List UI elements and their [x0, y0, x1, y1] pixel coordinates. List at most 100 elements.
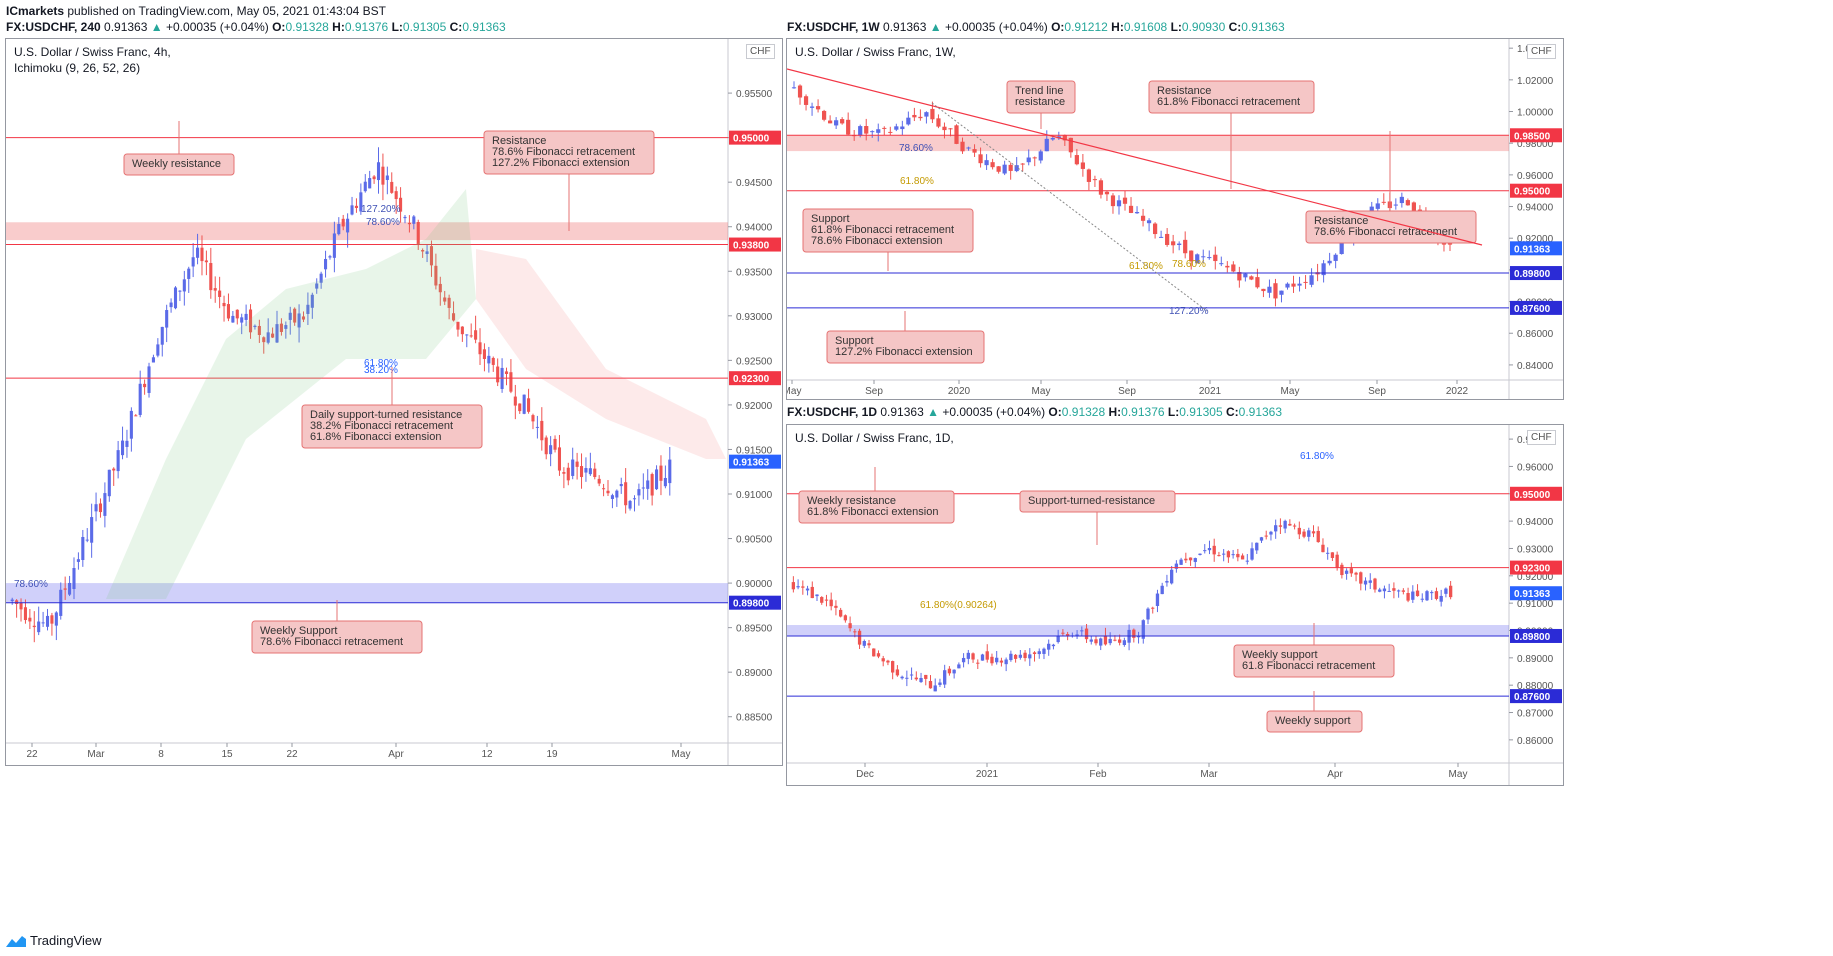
chart-svg-4h[interactable]: 0.95500 0.95000 0.94500 0.94000 0.93500 0.930…: [6, 39, 782, 765]
candle-body: [655, 469, 659, 490]
y-tick-label: 0.92500: [736, 356, 773, 367]
candle-body: [1333, 254, 1338, 261]
candle-body: [996, 166, 1001, 172]
fib-label: 38.20%: [364, 365, 398, 376]
candle-body: [399, 197, 403, 212]
fib-label: 61.80%: [364, 358, 398, 369]
y-tick-label: 0.96000: [1517, 462, 1554, 473]
candle-body: [1411, 591, 1415, 600]
candle-body: [1146, 608, 1150, 620]
candle-body: [1225, 265, 1230, 268]
candle-body: [182, 279, 186, 292]
d1-low: 0.91305: [1179, 405, 1223, 419]
candle-body: [1434, 591, 1439, 599]
candle-body: [995, 657, 999, 663]
candle-body: [846, 119, 851, 135]
candle-body: [1117, 639, 1122, 643]
candle-body: [1309, 275, 1314, 285]
candle-body: [54, 612, 58, 626]
candle-body: [952, 669, 956, 674]
candle-body: [891, 661, 895, 673]
annotation-text: Daily support-turned resistance: [310, 409, 462, 421]
candle-body: [173, 287, 178, 309]
candle-body: [978, 154, 983, 164]
candle-body: [918, 116, 923, 119]
candle-body: [429, 246, 434, 266]
annotation-box: [301, 404, 483, 449]
tradingview-footer[interactable]: TradingView: [6, 933, 102, 948]
candle-body: [1140, 215, 1146, 221]
candle-body: [628, 500, 632, 509]
chart-svg-1w[interactable]: 1.040001.020001.000000.980000.960000.940…: [787, 39, 1563, 399]
candle-body: [1056, 635, 1060, 643]
candle-body: [650, 474, 654, 496]
annotation-text: Resistance: [492, 135, 546, 147]
candle-body: [888, 131, 893, 133]
candle-body: [809, 106, 815, 108]
candle-body: [544, 437, 548, 455]
candle-body: [438, 283, 442, 293]
candle-body: [954, 125, 959, 144]
candle-body: [864, 126, 869, 134]
annotation-text: 127.2% Fibonacci extension: [835, 346, 973, 358]
candle-body: [886, 660, 890, 663]
candle-body: [1050, 138, 1055, 140]
candle-body: [275, 324, 279, 343]
candle-body: [279, 323, 283, 332]
x-tick-label: 2021: [976, 769, 999, 780]
level-tag: [729, 595, 781, 610]
candle-body: [204, 260, 208, 263]
candle-body: [1020, 163, 1025, 165]
candle-body: [1141, 620, 1145, 639]
y-tick-label: 0.93000: [1517, 544, 1554, 555]
candle-body: [980, 654, 985, 661]
chart-panel-1w[interactable]: 1.040001.020001.000000.980000.960000.940…: [786, 38, 1564, 400]
candle-body: [984, 160, 989, 166]
candle-body: [791, 87, 797, 89]
x-tick-label: May: [787, 386, 801, 397]
candle-body: [1411, 202, 1416, 212]
candle-body: [938, 682, 942, 685]
chart-svg-1d[interactable]: 0.970000.960000.950000.940000.930000.920…: [787, 425, 1563, 785]
candle-body: [235, 309, 239, 319]
annotation-text: Weekly resistance: [132, 158, 221, 170]
candle-body: [840, 119, 845, 124]
candle-body: [1274, 525, 1278, 532]
candle-body: [936, 118, 941, 127]
candle-body: [451, 313, 456, 321]
chart-panel-4h[interactable]: 0.95500 0.95000 0.94500 0.94000 0.93500 0.930…: [5, 38, 783, 766]
candle-body: [1061, 632, 1065, 634]
indicator-label-ichimoku[interactable]: Ichimoku (9, 26, 52, 26): [14, 61, 141, 75]
y-tick-label: 0.91000: [1517, 599, 1554, 610]
candle-body: [905, 677, 909, 679]
candle-body: [1132, 629, 1136, 638]
candle-body: [491, 357, 495, 365]
publish-author[interactable]: ICmarkets: [6, 4, 65, 18]
chart-panel-1d[interactable]: 0.970000.960000.950000.940000.930000.920…: [786, 424, 1564, 786]
y-tick-label: 0.93000: [736, 312, 773, 323]
candle-body: [1108, 638, 1112, 644]
candle-body: [853, 631, 857, 633]
candle-body: [465, 334, 469, 336]
sr-zone: [6, 583, 728, 603]
candle-body: [796, 586, 800, 588]
candle-body: [579, 466, 584, 478]
currency-badge-4h[interactable]: CHF: [746, 44, 775, 59]
candle-body: [924, 112, 929, 117]
candle-body: [1321, 263, 1326, 276]
candle-body: [1240, 555, 1245, 560]
currency-badge-1d[interactable]: CHF: [1527, 430, 1556, 445]
x-tick-label: Sep: [865, 386, 883, 397]
candle-body: [456, 321, 460, 330]
y-tick-label: 0.92000: [1517, 572, 1554, 583]
chart-title-1d: U.S. Dollar / Swiss Franc, 1D,: [795, 431, 954, 445]
candle-body: [191, 257, 195, 267]
annotation-text: Weekly support: [1242, 649, 1318, 661]
w1-symbol: FX:USDCHF, 1W: [787, 20, 880, 34]
annotation-box: [802, 208, 974, 253]
fib-label: 78.60%: [366, 217, 400, 228]
fib-label: 61.80%: [1129, 261, 1163, 272]
candle-body: [328, 256, 332, 258]
currency-badge-1w[interactable]: CHF: [1527, 44, 1556, 59]
candle-body: [1184, 558, 1188, 561]
